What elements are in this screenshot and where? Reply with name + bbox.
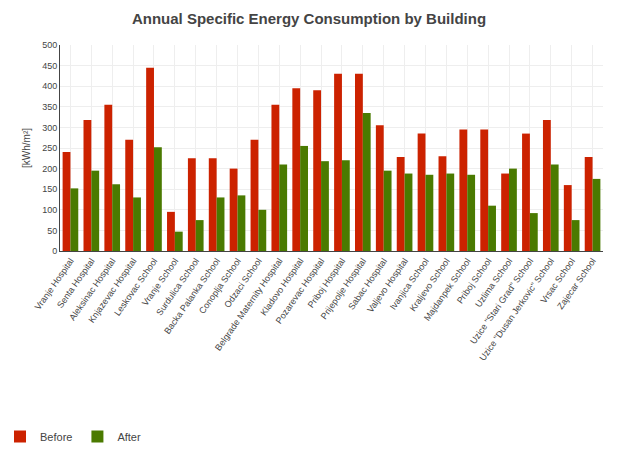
svg-text:Before: Before bbox=[40, 431, 72, 443]
svg-text:400: 400 bbox=[42, 81, 57, 91]
svg-text:Odzaci School: Odzaci School bbox=[222, 256, 263, 309]
svg-text:150: 150 bbox=[42, 184, 57, 194]
svg-text:Annual Specific Energy Consump: Annual Specific Energy Consumption by Bu… bbox=[132, 10, 486, 27]
svg-text:Vranje School: Vranje School bbox=[140, 256, 180, 307]
svg-text:Priboj Hospital: Priboj Hospital bbox=[306, 256, 347, 309]
svg-text:After: After bbox=[117, 431, 141, 443]
svg-text:0: 0 bbox=[52, 246, 57, 256]
svg-text:Uzice "Dusan Jerkovic" School: Uzice "Dusan Jerkovic" School bbox=[477, 256, 556, 362]
svg-text:Knjazevac Hospital: Knjazevac Hospital bbox=[86, 256, 138, 324]
svg-text:Vranje Hospital: Vranje Hospital bbox=[33, 256, 76, 311]
svg-text:450: 450 bbox=[42, 61, 57, 71]
svg-text:Majdanpek School: Majdanpek School bbox=[422, 256, 473, 322]
svg-text:Uzice "Stari Grad" School: Uzice "Stari Grad" School bbox=[468, 256, 535, 346]
svg-text:Pozarevac Hospital: Pozarevac Hospital bbox=[274, 256, 327, 325]
svg-text:Backa Palanka School: Backa Palanka School bbox=[162, 256, 222, 336]
svg-text:Prijepolje Hospital: Prijepolje Hospital bbox=[319, 256, 369, 321]
svg-text:200: 200 bbox=[42, 164, 57, 174]
svg-text:250: 250 bbox=[42, 143, 57, 153]
svg-text:Belgrade Maternity Hospital: Belgrade Maternity Hospital bbox=[213, 256, 285, 352]
svg-text:Valjevo Hospital: Valjevo Hospital bbox=[365, 256, 410, 314]
svg-text:Uzlima School: Uzlima School bbox=[473, 256, 514, 309]
svg-text:Leskovac School: Leskovac School bbox=[112, 256, 159, 317]
svg-text:Sabac Hospital: Sabac Hospital bbox=[346, 256, 389, 311]
svg-text:Surdulica School: Surdulica School bbox=[154, 256, 201, 317]
svg-text:Kladovo Hospital: Kladovo Hospital bbox=[259, 256, 306, 317]
svg-text:100: 100 bbox=[42, 205, 57, 215]
svg-text:Kraljevo School: Kraljevo School bbox=[408, 256, 452, 313]
svg-text:350: 350 bbox=[42, 102, 57, 112]
svg-text:300: 300 bbox=[42, 123, 57, 133]
svg-text:Conoplja School: Conoplja School bbox=[197, 256, 243, 315]
svg-text:Ivanjica School: Ivanjica School bbox=[388, 256, 431, 311]
svg-text:50: 50 bbox=[47, 226, 57, 236]
svg-text:500: 500 bbox=[42, 40, 57, 50]
svg-text:Aleksinac Hospital: Aleksinac Hospital bbox=[67, 256, 117, 322]
svg-text:Zajecar School: Zajecar School bbox=[555, 256, 598, 311]
svg-text:[kWh/m²]: [kWh/m²] bbox=[21, 128, 32, 168]
svg-text:Senta Hospital: Senta Hospital bbox=[55, 256, 97, 310]
svg-text:Vrsac School: Vrsac School bbox=[539, 256, 577, 305]
svg-text:Priboj School: Priboj School bbox=[455, 256, 494, 305]
